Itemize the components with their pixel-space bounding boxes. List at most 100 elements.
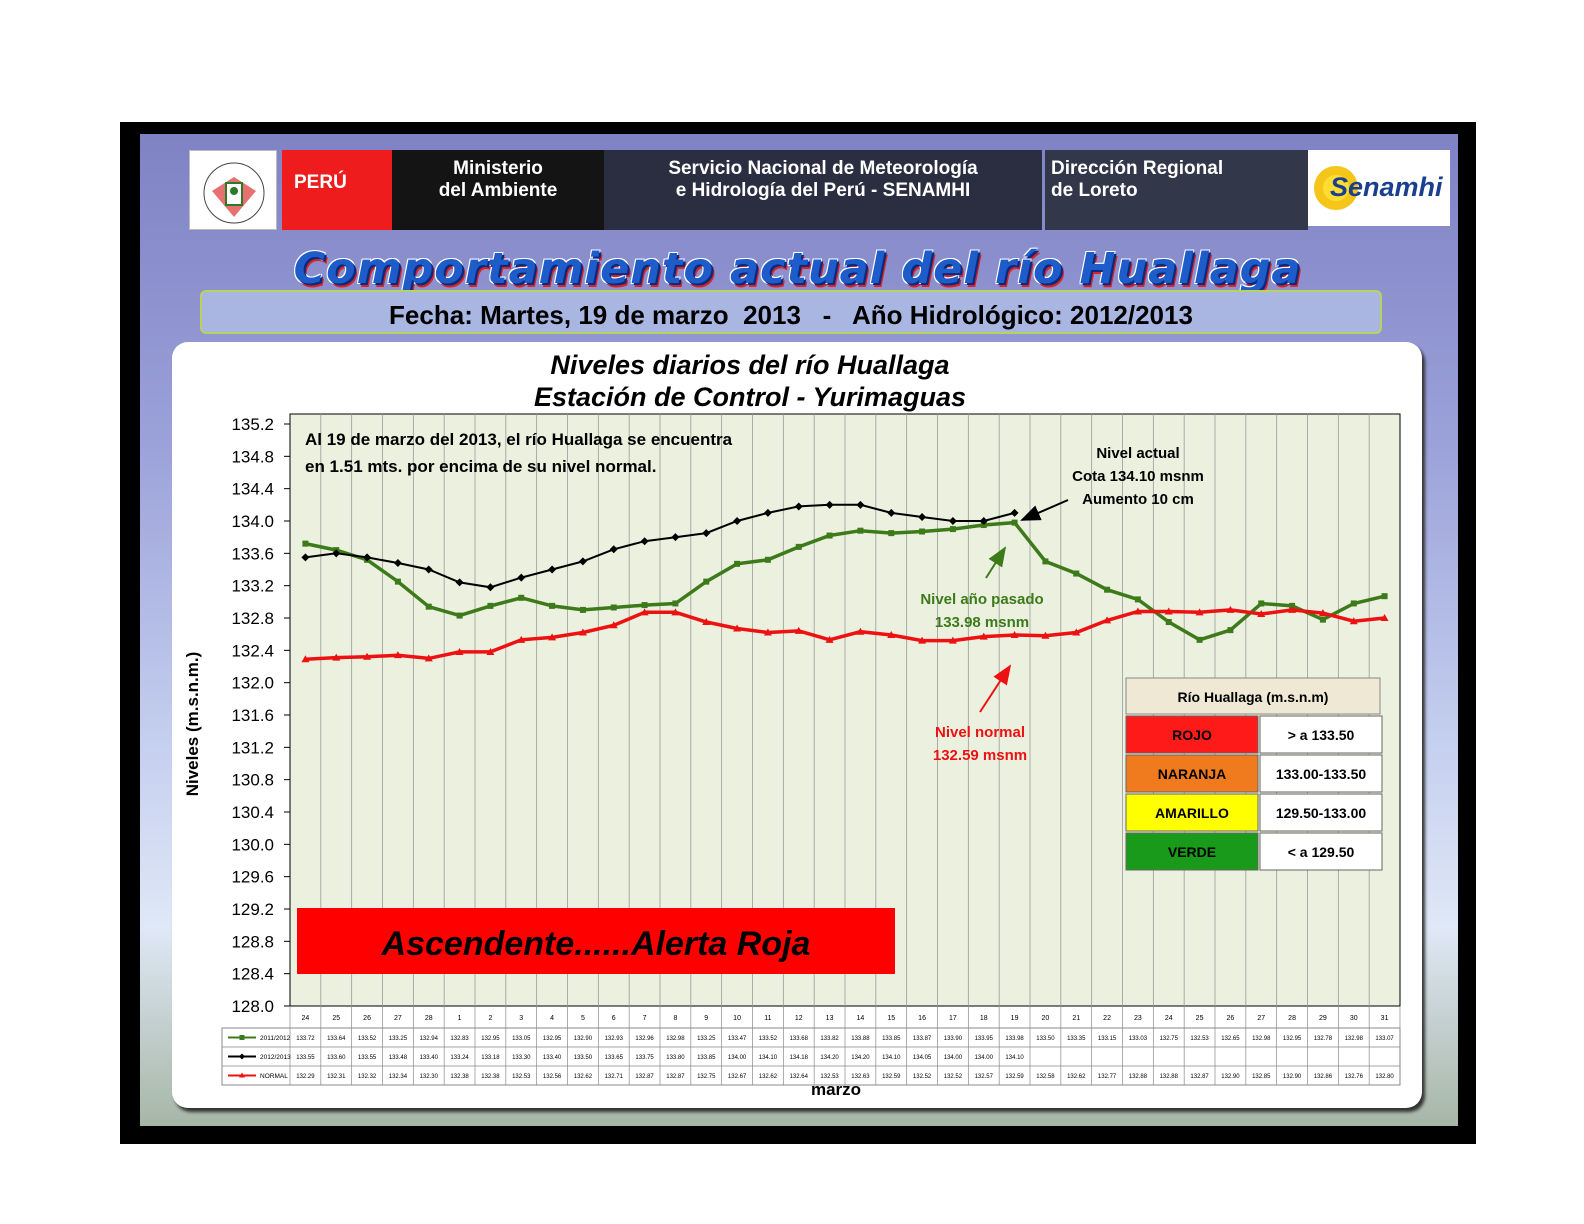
table-cell: 134.00 [728,1055,747,1061]
data-point [1196,636,1203,643]
data-point [393,651,402,659]
data-point [948,517,957,525]
x-tick-label: 5 [581,1015,585,1022]
table-cell: 132.29 [296,1074,315,1080]
y-tick-label: 128.4 [231,965,274,984]
ministry-line-2: del Ambiente [438,180,558,201]
x-tick-label: 26 [1227,1015,1235,1022]
legend-range-cell [1259,754,1383,793]
table-cell: 133.25 [697,1036,716,1042]
data-point [1195,608,1204,616]
data-point [980,522,987,529]
data-point [578,628,587,636]
peru-coat-of-arms-logo [189,150,277,230]
legend-label: NARANJA [1158,766,1226,782]
data-point [1041,631,1050,639]
table-cell: 132.94 [420,1036,439,1042]
data-point [1042,558,1049,565]
table-cell: 132.83 [450,1036,469,1042]
x-tick-label: 25 [332,1015,340,1022]
table-cell: 132.62 [759,1074,778,1080]
table-cell: 133.75 [635,1055,654,1061]
table-cell: 132.95 [481,1036,500,1042]
normal-label-1: Nivel normal [935,724,1025,741]
x-tick-label: 26 [363,1015,371,1022]
x-tick-label: 27 [1257,1015,1265,1022]
y-tick-label: 129.2 [231,900,274,919]
table-legend-marker [239,1072,245,1078]
legend-range: 129.50-133.00 [1276,805,1367,821]
x-tick-label: 10 [733,1015,741,1022]
data-point [1288,605,1297,613]
x-tick-label: 29 [1319,1015,1327,1022]
table-series-name: 2011/2012 [260,1035,291,1042]
data-point [1349,617,1358,625]
table-cell: 133.55 [296,1055,315,1061]
data-point [486,647,495,655]
table-cell: 132.96 [635,1036,654,1042]
data-point [1350,600,1357,607]
y-tick-label: 128.8 [231,932,274,951]
table-cell: 132.57 [975,1074,994,1080]
x-tick-label: 3 [519,1015,523,1022]
main-title: Comportamiento actual del río Huallaga [293,244,1302,294]
data-point [548,633,557,641]
legend-title-cell [1125,677,1381,715]
x-tick-label: 24 [302,1015,310,1022]
normal-arrow [979,664,1012,713]
table-cell: 132.76 [1345,1074,1364,1080]
legend-color-cell [1125,793,1259,832]
y-tick-label: 128.0 [231,997,274,1016]
data-point [1011,519,1018,526]
table-cell: 132.87 [666,1074,685,1080]
x-tick-label: 25 [1196,1015,1204,1022]
data-point [1164,607,1173,615]
actual-label-3: Aumento 10 cm [1082,491,1194,508]
table-cell: 132.71 [605,1074,624,1080]
chart-title-1: Niveles diarios del río Huallaga [550,350,949,380]
table-cell: 133.52 [759,1036,778,1042]
data-point [1133,607,1142,615]
legend-color-cell [1125,832,1259,871]
data-point [455,578,464,587]
data-point [887,508,896,517]
x-tick-label: 19 [1011,1015,1019,1022]
table-cell: 133.95 [975,1036,994,1042]
data-point [517,573,526,582]
table-cell: 132.62 [574,1074,593,1080]
table-cell: 132.31 [327,1074,346,1080]
table-cell: 133.64 [327,1036,346,1042]
table-cell: 132.53 [512,1074,531,1080]
data-point [949,526,956,533]
data-point [1010,508,1019,517]
table-cell: 132.80 [1375,1074,1394,1080]
data-point [1010,630,1019,638]
data-point [948,636,957,644]
x-tick-label: 11 [764,1015,771,1022]
table-cell: 132.53 [1190,1036,1209,1042]
data-point [763,628,772,636]
table-cell: 133.68 [790,1036,809,1042]
data-point [1380,614,1389,621]
table-cell: 132.64 [790,1074,809,1080]
data-point [702,529,711,538]
table-cell: 132.75 [697,1074,716,1080]
chart-title-2: Estación de Control - Yurimaguas [534,382,966,412]
data-point [332,653,341,661]
data-point [609,545,618,554]
series-line-2011-2012 [305,520,1386,642]
summary-line-2: en 1.51 mts. por encima de su nivel norm… [305,457,656,476]
table-cell: 133.50 [1036,1036,1055,1042]
x-tick-label: 22 [1103,1015,1111,1022]
table-cell: 132.30 [420,1074,439,1080]
y-axis-ticks: 135.2 134.8 134.4 134.0 133.6 133.2 132.8 132.4… [231,415,290,1016]
table-cell: 133.80 [666,1055,685,1061]
data-point [856,500,865,509]
table-cell: 132.32 [358,1074,377,1080]
table-cell: 132.85 [1252,1074,1271,1080]
data-point [672,600,679,607]
data-point [918,636,927,644]
data-point [363,652,372,660]
x-tick-label: 1 [458,1015,462,1022]
data-point [763,508,772,517]
